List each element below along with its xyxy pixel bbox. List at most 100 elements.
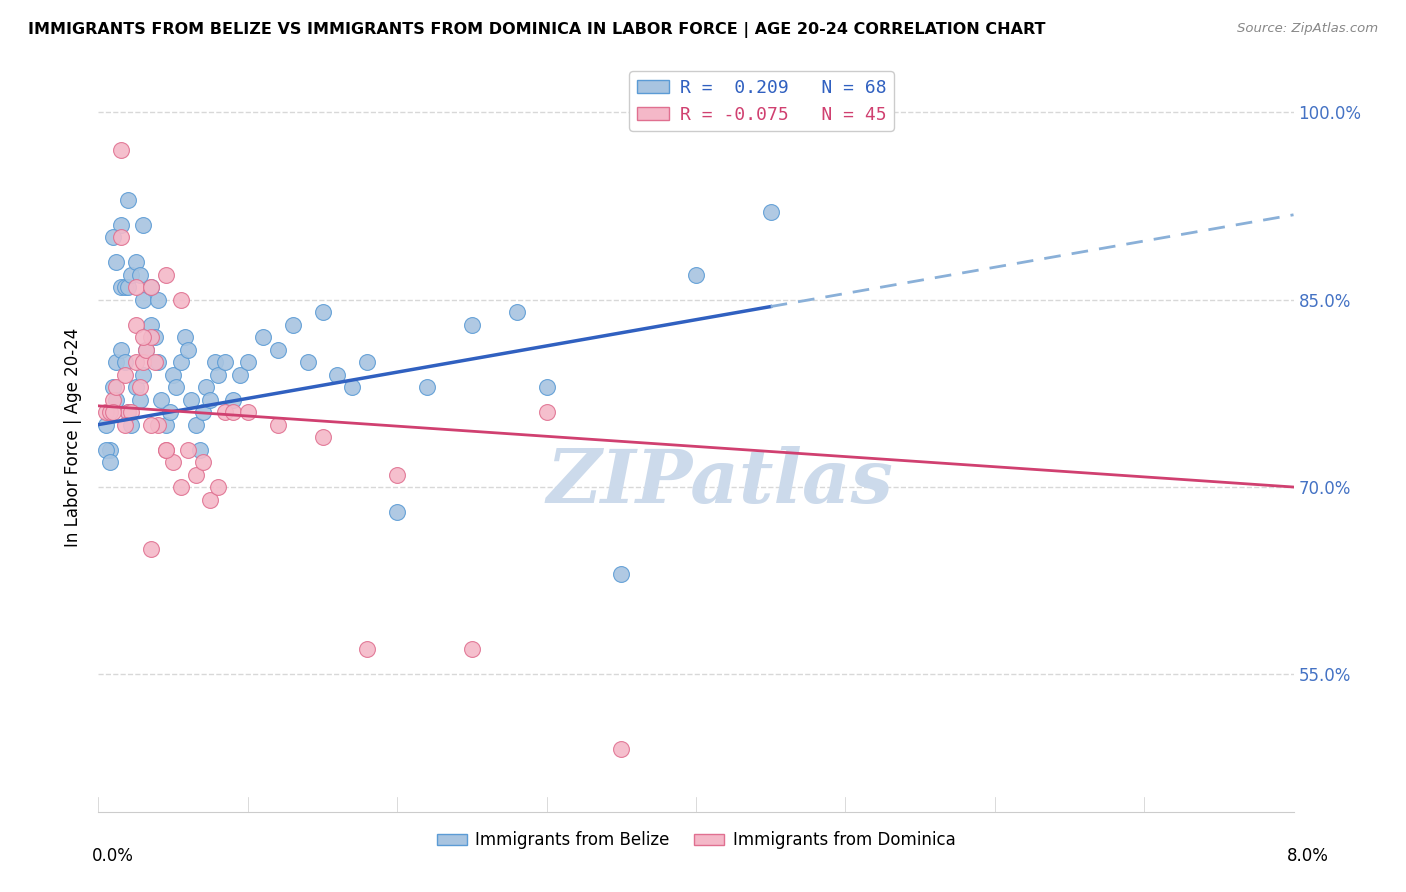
Point: [356, 642, 378, 657]
Point: [110, 143, 132, 157]
Point: [129, 380, 152, 394]
Point: [311, 430, 333, 444]
Point: [98, 442, 122, 457]
Point: [311, 305, 333, 319]
Point: [461, 642, 484, 657]
Point: [169, 480, 191, 494]
Point: [207, 368, 229, 382]
Point: [155, 417, 177, 432]
Point: [281, 318, 304, 332]
Point: [177, 442, 200, 457]
Point: [125, 355, 148, 369]
Point: [139, 330, 162, 344]
Point: [222, 405, 245, 419]
Point: [120, 417, 142, 432]
Point: [103, 392, 125, 407]
Point: [297, 355, 319, 369]
Point: [120, 405, 142, 419]
Point: [125, 255, 148, 269]
Point: [385, 505, 409, 519]
Point: [252, 330, 274, 344]
Point: [204, 355, 226, 369]
Point: [536, 405, 558, 419]
Legend: Immigrants from Belize, Immigrants from Dominica: Immigrants from Belize, Immigrants from …: [430, 824, 962, 855]
Point: [139, 280, 162, 294]
Point: [148, 293, 170, 307]
Point: [120, 268, 142, 282]
Point: [610, 567, 633, 582]
Point: [236, 405, 259, 419]
Point: [416, 380, 439, 394]
Point: [162, 455, 184, 469]
Point: [155, 268, 177, 282]
Point: [132, 293, 155, 307]
Y-axis label: In Labor Force | Age 20-24: In Labor Force | Age 20-24: [65, 327, 83, 547]
Point: [610, 742, 633, 756]
Point: [117, 405, 139, 419]
Point: [236, 355, 259, 369]
Point: [135, 343, 157, 357]
Point: [114, 355, 136, 369]
Point: [195, 380, 218, 394]
Point: [267, 343, 290, 357]
Point: [143, 355, 166, 369]
Point: [139, 280, 162, 294]
Point: [129, 268, 152, 282]
Point: [103, 230, 125, 244]
Point: [506, 305, 529, 319]
Text: IMMIGRANTS FROM BELIZE VS IMMIGRANTS FROM DOMINICA IN LABOR FORCE | AGE 20-24 CO: IMMIGRANTS FROM BELIZE VS IMMIGRANTS FRO…: [28, 22, 1046, 38]
Point: [188, 442, 211, 457]
Point: [105, 255, 128, 269]
Point: [132, 330, 155, 344]
Point: [461, 318, 484, 332]
Point: [105, 380, 128, 394]
Point: [125, 280, 148, 294]
Text: ZIPatlas: ZIPatlas: [547, 446, 893, 518]
Point: [200, 392, 222, 407]
Point: [342, 380, 364, 394]
Point: [143, 330, 166, 344]
Point: [110, 280, 132, 294]
Point: [214, 355, 236, 369]
Point: [385, 467, 409, 482]
Point: [139, 318, 162, 332]
Point: [103, 380, 125, 394]
Point: [94, 417, 117, 432]
Point: [169, 293, 191, 307]
Point: [150, 392, 173, 407]
Point: [110, 343, 132, 357]
Point: [135, 343, 157, 357]
Point: [94, 442, 117, 457]
Point: [229, 368, 252, 382]
Text: 8.0%: 8.0%: [1286, 847, 1329, 865]
Point: [98, 455, 122, 469]
Point: [114, 280, 136, 294]
Point: [200, 492, 222, 507]
Point: [105, 392, 128, 407]
Point: [155, 442, 177, 457]
Point: [117, 280, 139, 294]
Point: [759, 205, 782, 219]
Text: 0.0%: 0.0%: [91, 847, 134, 865]
Point: [191, 455, 214, 469]
Point: [155, 442, 177, 457]
Point: [94, 405, 117, 419]
Point: [139, 417, 162, 432]
Point: [165, 380, 187, 394]
Point: [685, 268, 707, 282]
Point: [180, 392, 202, 407]
Point: [132, 218, 155, 232]
Point: [129, 392, 152, 407]
Point: [159, 405, 181, 419]
Point: [125, 380, 148, 394]
Text: Source: ZipAtlas.com: Source: ZipAtlas.com: [1237, 22, 1378, 36]
Point: [103, 405, 125, 419]
Point: [125, 318, 148, 332]
Point: [177, 343, 200, 357]
Point: [267, 417, 290, 432]
Point: [222, 392, 245, 407]
Point: [98, 405, 122, 419]
Point: [117, 193, 139, 207]
Point: [139, 542, 162, 557]
Point: [214, 405, 236, 419]
